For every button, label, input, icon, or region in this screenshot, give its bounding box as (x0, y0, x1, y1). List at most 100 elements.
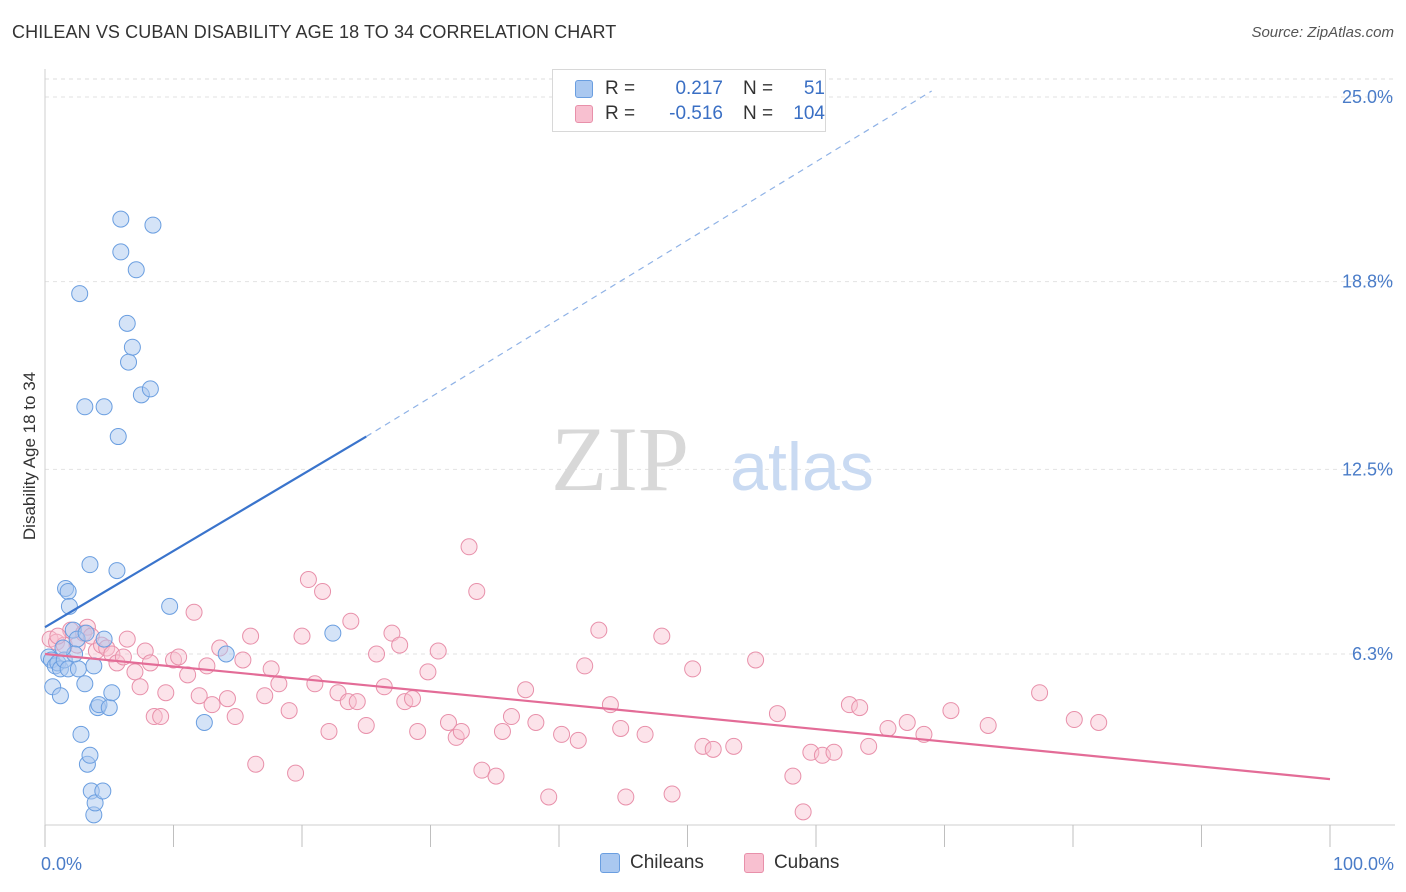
chileans-point (141, 380, 159, 398)
legend-row-cubans: R = -0.516 N = 104 (575, 103, 825, 125)
cubans-point (203, 696, 221, 714)
cubans-point (299, 571, 317, 589)
cubans-point (684, 660, 702, 678)
legend-r-value: 0.217 (675, 78, 723, 99)
chileans-point (59, 582, 77, 600)
chileans-point (123, 338, 141, 356)
cubans-point (234, 651, 252, 669)
legend-item-chileans[interactable]: Chileans (600, 852, 704, 874)
cubans-point (473, 761, 491, 779)
chileans-point (108, 562, 126, 580)
cubans-point (198, 657, 216, 675)
chileans-point (195, 714, 213, 732)
cubans-point (851, 699, 869, 717)
cubans-point (126, 663, 144, 681)
x-tick-label: 0.0% (41, 854, 82, 874)
chileans-point (81, 746, 99, 764)
series-legend: Chileans Cubans (600, 852, 879, 874)
cubans-point (131, 678, 149, 696)
y-tick-label: 6.3% (1352, 644, 1393, 664)
cubans-point (840, 696, 858, 714)
legend-n-label: N = (743, 103, 774, 124)
cubans-point (108, 654, 126, 672)
legend-row-chileans: R = 0.217 N = 51 (575, 78, 825, 100)
cubans-point (1065, 711, 1083, 729)
cubans-point (256, 687, 274, 705)
legend-swatch-cubans (743, 853, 764, 873)
cubans-point (391, 636, 409, 654)
chileans-point (95, 398, 113, 416)
cubans-point (612, 719, 630, 737)
cubans-point (429, 642, 447, 660)
y-tick-label: 25.0% (1342, 87, 1393, 107)
cubans-point (185, 603, 203, 621)
chileans-point (86, 794, 104, 812)
cubans-point (794, 803, 812, 821)
cubans-point (439, 714, 457, 732)
cubans-point (409, 722, 427, 740)
cubans-point (942, 702, 960, 720)
chileans-point (94, 782, 112, 800)
cubans-point (860, 737, 878, 755)
cubans-point (527, 714, 545, 732)
chileans-point (100, 699, 118, 717)
y-tick-label: 18.8% (1342, 272, 1393, 292)
watermark-zip: ZIP (551, 408, 689, 510)
chileans-point (112, 210, 130, 228)
source-label: Source: ZipAtlas.com (1251, 24, 1394, 41)
cubans-point (190, 687, 208, 705)
chileans-point (72, 725, 90, 743)
legend-label-chileans: Chileans (630, 852, 704, 873)
cubans-point (314, 582, 332, 600)
cubans-point (636, 725, 654, 743)
chileans-point (71, 285, 89, 303)
cubans-point (768, 705, 786, 723)
cubans-point (617, 788, 635, 806)
legend-item-cubans[interactable]: Cubans (743, 852, 839, 874)
cubans-point (118, 630, 136, 648)
correlation-legend: R = 0.217 N = 51 R = -0.516 N = 104 (552, 69, 826, 132)
cubans-point (348, 693, 366, 711)
cubans-point (226, 708, 244, 726)
cubans-point (825, 743, 843, 761)
cubans-point (663, 785, 681, 803)
chileans-point (95, 630, 113, 648)
chileans-point (103, 684, 121, 702)
chileans-point (54, 639, 72, 657)
cubans-point (157, 684, 175, 702)
legend-n-value: 51 (803, 78, 825, 99)
cubans-point (468, 582, 486, 600)
legend-swatch-chileans (575, 80, 593, 98)
chileans-point (120, 353, 138, 371)
cubans-point (293, 627, 311, 645)
cubans-point (247, 755, 265, 773)
chileans-trend-line (44, 435, 367, 629)
legend-r-value: -0.516 (669, 103, 723, 124)
cubans-point (280, 702, 298, 720)
chileans-point (76, 398, 94, 416)
cubans-point (590, 621, 608, 639)
cubans-point (898, 714, 916, 732)
chileans-trend-extension (365, 90, 932, 438)
legend-swatch-chileans (600, 853, 620, 873)
chart-title: CHILEAN VS CUBAN DISABILITY AGE 18 TO 34… (12, 22, 617, 42)
cubans-point (357, 716, 375, 734)
chileans-point (81, 556, 99, 574)
cubans-point (460, 538, 478, 556)
legend-n-label: N = (743, 78, 774, 99)
cubans-point (879, 719, 897, 737)
cubans-point (306, 675, 324, 693)
cubans-point (653, 627, 671, 645)
cubans-point (517, 681, 535, 699)
legend-r-label: R = (605, 78, 636, 99)
cubans-point (725, 737, 743, 755)
cubans-point (218, 690, 236, 708)
cubans-point (1090, 714, 1108, 732)
chileans-point (217, 645, 235, 663)
chileans-point (118, 314, 136, 332)
legend-swatch-cubans (575, 105, 593, 123)
chileans-point (161, 597, 179, 615)
cubans-point (540, 788, 558, 806)
cubans-point (145, 708, 163, 726)
